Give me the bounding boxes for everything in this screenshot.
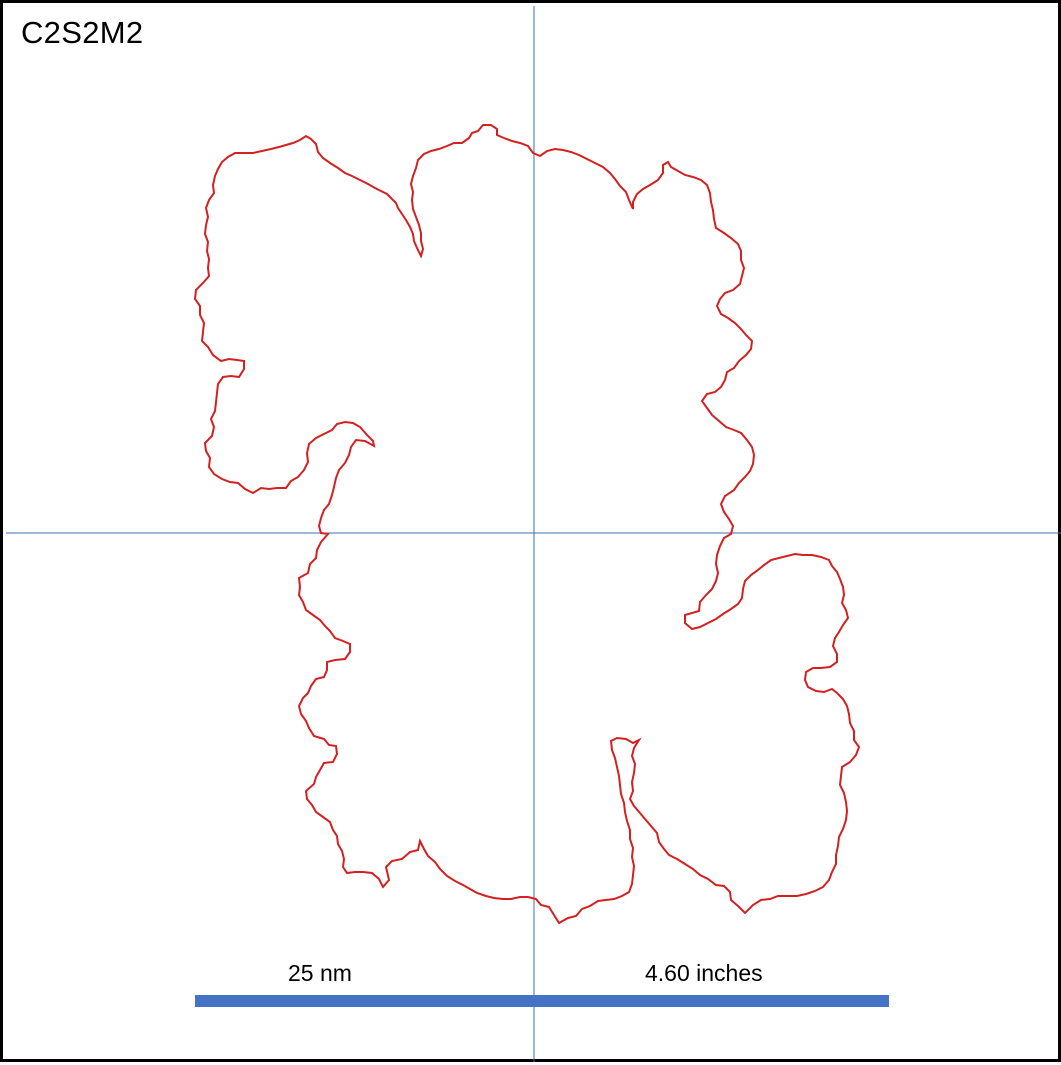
scale-bar bbox=[195, 995, 889, 1007]
scale-bar-label-right: 4.60 inches bbox=[645, 960, 763, 986]
particle-outline bbox=[193, 124, 861, 925]
figure-title: C2S2M2 bbox=[21, 15, 144, 50]
scale-bar-label-left: 25 nm bbox=[288, 960, 352, 986]
figure-canvas bbox=[6, 6, 1061, 1062]
